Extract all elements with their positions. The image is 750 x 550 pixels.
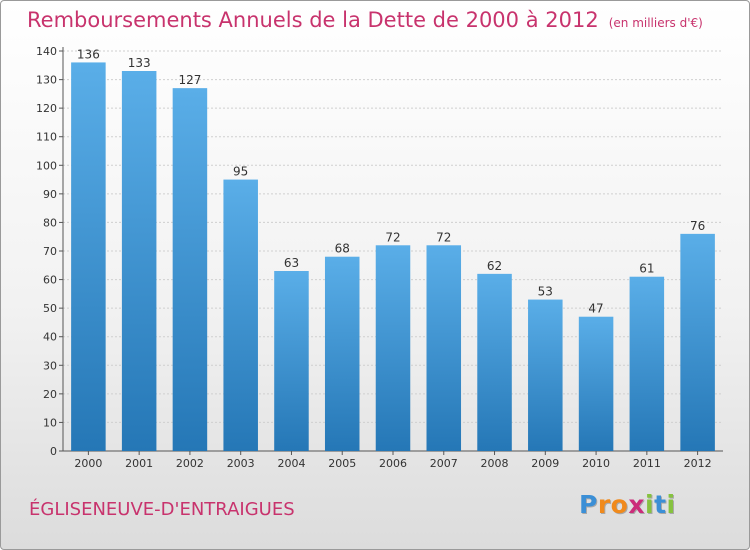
bar-2011 — [629, 276, 665, 451]
data-label-2006: 72 — [385, 230, 400, 244]
bar-2010 — [578, 316, 614, 451]
data-label-2011: 61 — [639, 262, 654, 276]
bar-2001 — [121, 71, 157, 451]
x-tick-label-2007: 2007 — [430, 457, 458, 470]
logo-letter: t — [654, 490, 667, 519]
logo-letter: i — [666, 490, 676, 519]
x-tick-label-2004: 2004 — [277, 457, 305, 470]
x-tick-label-2012: 2012 — [684, 457, 712, 470]
data-label-2003: 95 — [233, 165, 248, 179]
data-label-2002: 127 — [178, 73, 201, 87]
data-label-2000: 136 — [77, 47, 100, 61]
logo-letter: P — [579, 490, 598, 519]
y-tick-label: 110 — [36, 131, 57, 144]
bar-2007 — [426, 245, 462, 451]
chart-subtitle: (en milliers d'€) — [608, 16, 703, 30]
logo-letter: o — [610, 490, 629, 519]
x-tick-label-2009: 2009 — [531, 457, 559, 470]
y-tick-label: 140 — [36, 45, 57, 58]
y-tick-label: 20 — [43, 388, 57, 401]
x-tick-label-2000: 2000 — [74, 457, 102, 470]
x-tick-label-2010: 2010 — [582, 457, 610, 470]
x-tick-label-2001: 2001 — [125, 457, 153, 470]
bar-2003 — [223, 179, 258, 452]
data-labels: 136 133 127 95 63 68 72 72 62 53 47 61 76 — [77, 47, 705, 315]
bar-2005 — [324, 256, 360, 451]
y-tick-label: 50 — [43, 302, 57, 315]
x-tick-labels: 2000 2001 2002 2003 2004 2005 2006 2007 2008 2009… — [74, 457, 711, 470]
bar-2006 — [375, 245, 411, 451]
logo-letter: x — [628, 490, 645, 519]
y-tick-label: 0 — [50, 445, 57, 458]
data-label-2010: 47 — [588, 302, 603, 316]
y-tick-label: 40 — [43, 331, 57, 344]
x-tick-label-2006: 2006 — [379, 457, 407, 470]
y-tick-label: 130 — [36, 74, 57, 87]
y-tick-label: 90 — [43, 188, 57, 201]
data-label-2004: 63 — [284, 256, 299, 270]
x-tick-label-2011: 2011 — [633, 457, 661, 470]
data-label-2005: 68 — [335, 242, 350, 256]
bar-2008 — [477, 273, 512, 451]
y-tick-label: 30 — [43, 359, 57, 372]
bar-2009 — [528, 299, 563, 451]
y-tick-labels: 0 10 20 30 40 50 60 70 80 90 100 110 120 130 140 — [36, 45, 57, 458]
y-tick-label: 70 — [43, 245, 57, 258]
chart-title-text: Remboursements Annuels de la Dette de 20… — [27, 8, 599, 32]
logo-letter: i — [645, 490, 655, 519]
x-tick-label-2008: 2008 — [481, 457, 509, 470]
bar-2012 — [680, 233, 715, 451]
y-tick-label: 60 — [43, 274, 57, 287]
bar-2004 — [274, 271, 309, 451]
y-tick-label: 80 — [43, 216, 57, 229]
data-label-2007: 72 — [436, 230, 451, 244]
y-tick-label: 10 — [43, 416, 57, 429]
y-tick-label: 120 — [36, 102, 57, 115]
bar-2000 — [71, 62, 106, 452]
logo-letter: r — [597, 490, 611, 519]
data-label-2008: 62 — [487, 259, 502, 273]
bar-2002 — [172, 88, 208, 452]
location-name: ÉGLISENEUVE-D'ENTRAIGUES — [29, 499, 295, 520]
chart-title: Remboursements Annuels de la Dette de 20… — [27, 8, 703, 32]
data-label-2012: 76 — [690, 219, 705, 233]
proxiti-logo: Proxiti — [579, 490, 676, 519]
x-tick-label-2005: 2005 — [328, 457, 356, 470]
bars — [71, 62, 715, 452]
y-tick-label: 100 — [36, 159, 57, 172]
data-label-2009: 53 — [538, 285, 553, 299]
x-tick-label-2002: 2002 — [176, 457, 204, 470]
data-label-2001: 133 — [128, 56, 151, 70]
x-tick-label-2003: 2003 — [227, 457, 255, 470]
